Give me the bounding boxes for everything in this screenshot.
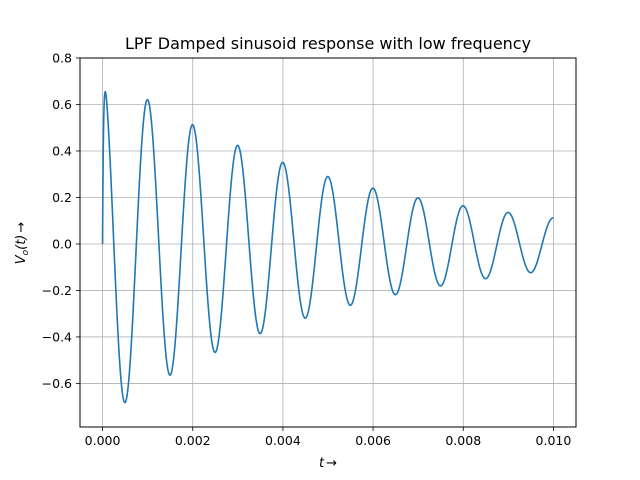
plot-frame <box>79 57 577 428</box>
x-tick-label: 0.000 <box>85 433 121 448</box>
x-tick-label: 0.002 <box>175 433 211 448</box>
y-tick-label: 0.4 <box>52 143 72 158</box>
y-axis-ticks: −0.6 −0.4 −0.2 0.0 0.2 0.4 0.6 0.8 <box>42 51 80 391</box>
x-axis-label: t → <box>319 456 337 471</box>
x-tick-label: 0.004 <box>265 433 301 448</box>
series-layer <box>101 90 555 404</box>
series-line <box>101 90 555 404</box>
y-tick-label: 0.6 <box>52 97 72 112</box>
y-tick-label: −0.2 <box>42 283 72 298</box>
y-tick-label: 0.0 <box>52 236 72 251</box>
y-axis-label-arrow: → <box>14 222 29 233</box>
y-axis-label-arg: (t) <box>14 235 29 250</box>
x-tick-label: 0.006 <box>355 433 391 448</box>
x-axis-label-arrow: → <box>326 456 337 471</box>
chart-title: LPF Damped sinusoid response with low fr… <box>125 34 531 53</box>
y-tick-label: −0.6 <box>42 376 72 391</box>
y-tick-label: 0.8 <box>52 51 72 66</box>
y-axis-label: Vo(t) → <box>14 222 31 265</box>
y-tick-label: 0.2 <box>52 190 72 205</box>
x-axis-label-var: t <box>319 456 325 471</box>
x-tick-label: 0.010 <box>536 433 572 448</box>
y-axis-label-var: V <box>14 254 29 264</box>
x-axis-ticks: 0.000 0.002 0.004 0.006 0.008 0.010 <box>85 427 572 448</box>
y-axis-label-sub: o <box>21 249 31 255</box>
y-tick-label: −0.4 <box>42 329 72 344</box>
x-tick-label: 0.008 <box>445 433 481 448</box>
